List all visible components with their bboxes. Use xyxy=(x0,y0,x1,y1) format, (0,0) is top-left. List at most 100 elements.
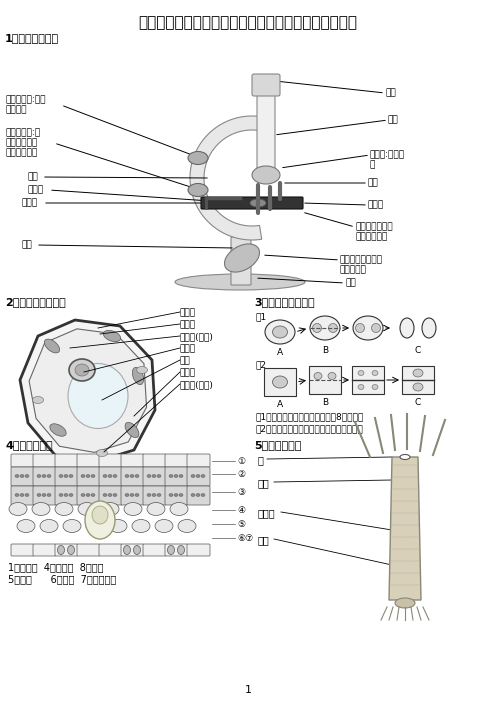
Ellipse shape xyxy=(310,316,340,340)
Ellipse shape xyxy=(42,494,46,496)
Text: 5、叶脉      6、气孔  7、保卫细胞: 5、叶脉 6、气孔 7、保卫细胞 xyxy=(8,574,116,584)
Text: 济南版初中生物学业水平考试必背图形汇总（全四册）: 济南版初中生物学业水平考试必背图形汇总（全四册） xyxy=(138,15,358,30)
Ellipse shape xyxy=(157,475,161,477)
Ellipse shape xyxy=(372,385,378,390)
Ellipse shape xyxy=(312,324,321,333)
Polygon shape xyxy=(29,329,146,452)
Ellipse shape xyxy=(103,494,107,496)
Ellipse shape xyxy=(9,503,27,515)
Text: 图2：植物细胞分裂：由内向外，日字形分裂: 图2：植物细胞分裂：由内向外，日字形分裂 xyxy=(256,424,364,433)
Ellipse shape xyxy=(59,494,63,496)
Ellipse shape xyxy=(413,369,423,377)
FancyBboxPatch shape xyxy=(55,454,78,467)
Ellipse shape xyxy=(147,494,151,496)
FancyBboxPatch shape xyxy=(201,197,303,209)
Ellipse shape xyxy=(81,494,85,496)
Ellipse shape xyxy=(101,503,119,515)
FancyBboxPatch shape xyxy=(187,467,210,486)
Ellipse shape xyxy=(358,385,364,390)
Ellipse shape xyxy=(47,475,51,477)
Ellipse shape xyxy=(37,494,41,496)
Ellipse shape xyxy=(132,519,150,533)
Text: 细胞质: 细胞质 xyxy=(180,368,196,377)
Ellipse shape xyxy=(135,475,139,477)
Ellipse shape xyxy=(328,373,336,380)
Ellipse shape xyxy=(125,494,129,496)
FancyBboxPatch shape xyxy=(55,467,78,486)
FancyBboxPatch shape xyxy=(55,544,78,556)
FancyBboxPatch shape xyxy=(187,486,210,505)
FancyBboxPatch shape xyxy=(33,544,56,556)
Text: 目镜: 目镜 xyxy=(385,88,396,97)
Ellipse shape xyxy=(413,383,423,391)
Text: 图1: 图1 xyxy=(255,312,266,321)
FancyBboxPatch shape xyxy=(121,544,144,556)
Ellipse shape xyxy=(40,519,58,533)
Ellipse shape xyxy=(175,274,305,290)
FancyBboxPatch shape xyxy=(121,486,144,505)
Ellipse shape xyxy=(372,371,378,376)
Text: 遮光器：分为大
光圈和小光圈: 遮光器：分为大 光圈和小光圈 xyxy=(355,222,393,241)
FancyBboxPatch shape xyxy=(99,544,122,556)
Ellipse shape xyxy=(86,475,90,477)
Ellipse shape xyxy=(272,326,288,338)
FancyBboxPatch shape xyxy=(231,237,251,285)
Ellipse shape xyxy=(179,475,183,477)
Ellipse shape xyxy=(178,519,196,533)
Text: ①: ① xyxy=(237,457,245,466)
FancyBboxPatch shape xyxy=(33,486,56,505)
Text: 叶绿体(较大): 叶绿体(较大) xyxy=(180,332,214,341)
FancyBboxPatch shape xyxy=(11,467,34,486)
Ellipse shape xyxy=(67,545,74,555)
Ellipse shape xyxy=(86,494,90,496)
Ellipse shape xyxy=(125,423,139,437)
Text: 线粒体(较小): 线粒体(较小) xyxy=(180,380,214,389)
Ellipse shape xyxy=(168,545,175,555)
Text: 4、叶片结构图: 4、叶片结构图 xyxy=(5,440,53,450)
FancyBboxPatch shape xyxy=(77,486,100,505)
FancyBboxPatch shape xyxy=(11,486,34,505)
Ellipse shape xyxy=(400,454,410,460)
Ellipse shape xyxy=(86,519,104,533)
Text: B: B xyxy=(322,346,328,355)
Ellipse shape xyxy=(125,475,129,477)
Ellipse shape xyxy=(272,376,288,388)
Ellipse shape xyxy=(33,397,44,404)
FancyBboxPatch shape xyxy=(11,454,34,467)
Ellipse shape xyxy=(196,494,200,496)
Ellipse shape xyxy=(92,506,108,524)
Ellipse shape xyxy=(69,359,95,381)
Ellipse shape xyxy=(20,494,24,496)
Ellipse shape xyxy=(372,324,380,333)
FancyBboxPatch shape xyxy=(252,74,280,96)
Ellipse shape xyxy=(130,475,134,477)
Ellipse shape xyxy=(108,494,112,496)
Ellipse shape xyxy=(191,494,195,496)
Text: 图1：动物细胞分裂：由外向内，8字形分裂: 图1：动物细胞分裂：由外向内，8字形分裂 xyxy=(256,412,364,421)
Ellipse shape xyxy=(314,373,322,380)
Ellipse shape xyxy=(15,494,19,496)
Ellipse shape xyxy=(91,494,95,496)
Text: 1、上表皮  4、下表皮  8、叶肉: 1、上表皮 4、下表皮 8、叶肉 xyxy=(8,562,104,572)
FancyBboxPatch shape xyxy=(143,467,166,486)
Ellipse shape xyxy=(265,320,295,344)
Ellipse shape xyxy=(328,324,337,333)
Text: C: C xyxy=(415,398,421,407)
Text: 细准焦螺旋:缓
慢升降镜筒，
使物像更清晰: 细准焦螺旋:缓 慢升降镜筒， 使物像更清晰 xyxy=(5,128,40,158)
Ellipse shape xyxy=(64,494,68,496)
Text: 细胞核: 细胞核 xyxy=(180,344,196,353)
Ellipse shape xyxy=(109,519,127,533)
Ellipse shape xyxy=(147,503,165,515)
Polygon shape xyxy=(20,320,155,462)
Bar xyxy=(309,366,341,394)
Text: 镜筒: 镜筒 xyxy=(388,115,399,124)
Bar xyxy=(352,366,384,394)
Bar xyxy=(264,368,296,396)
Ellipse shape xyxy=(50,424,66,436)
Text: A: A xyxy=(277,400,283,409)
Ellipse shape xyxy=(64,475,68,477)
Ellipse shape xyxy=(15,475,19,477)
Text: 镜柱: 镜柱 xyxy=(22,240,33,249)
FancyBboxPatch shape xyxy=(99,454,122,467)
Ellipse shape xyxy=(78,503,96,515)
